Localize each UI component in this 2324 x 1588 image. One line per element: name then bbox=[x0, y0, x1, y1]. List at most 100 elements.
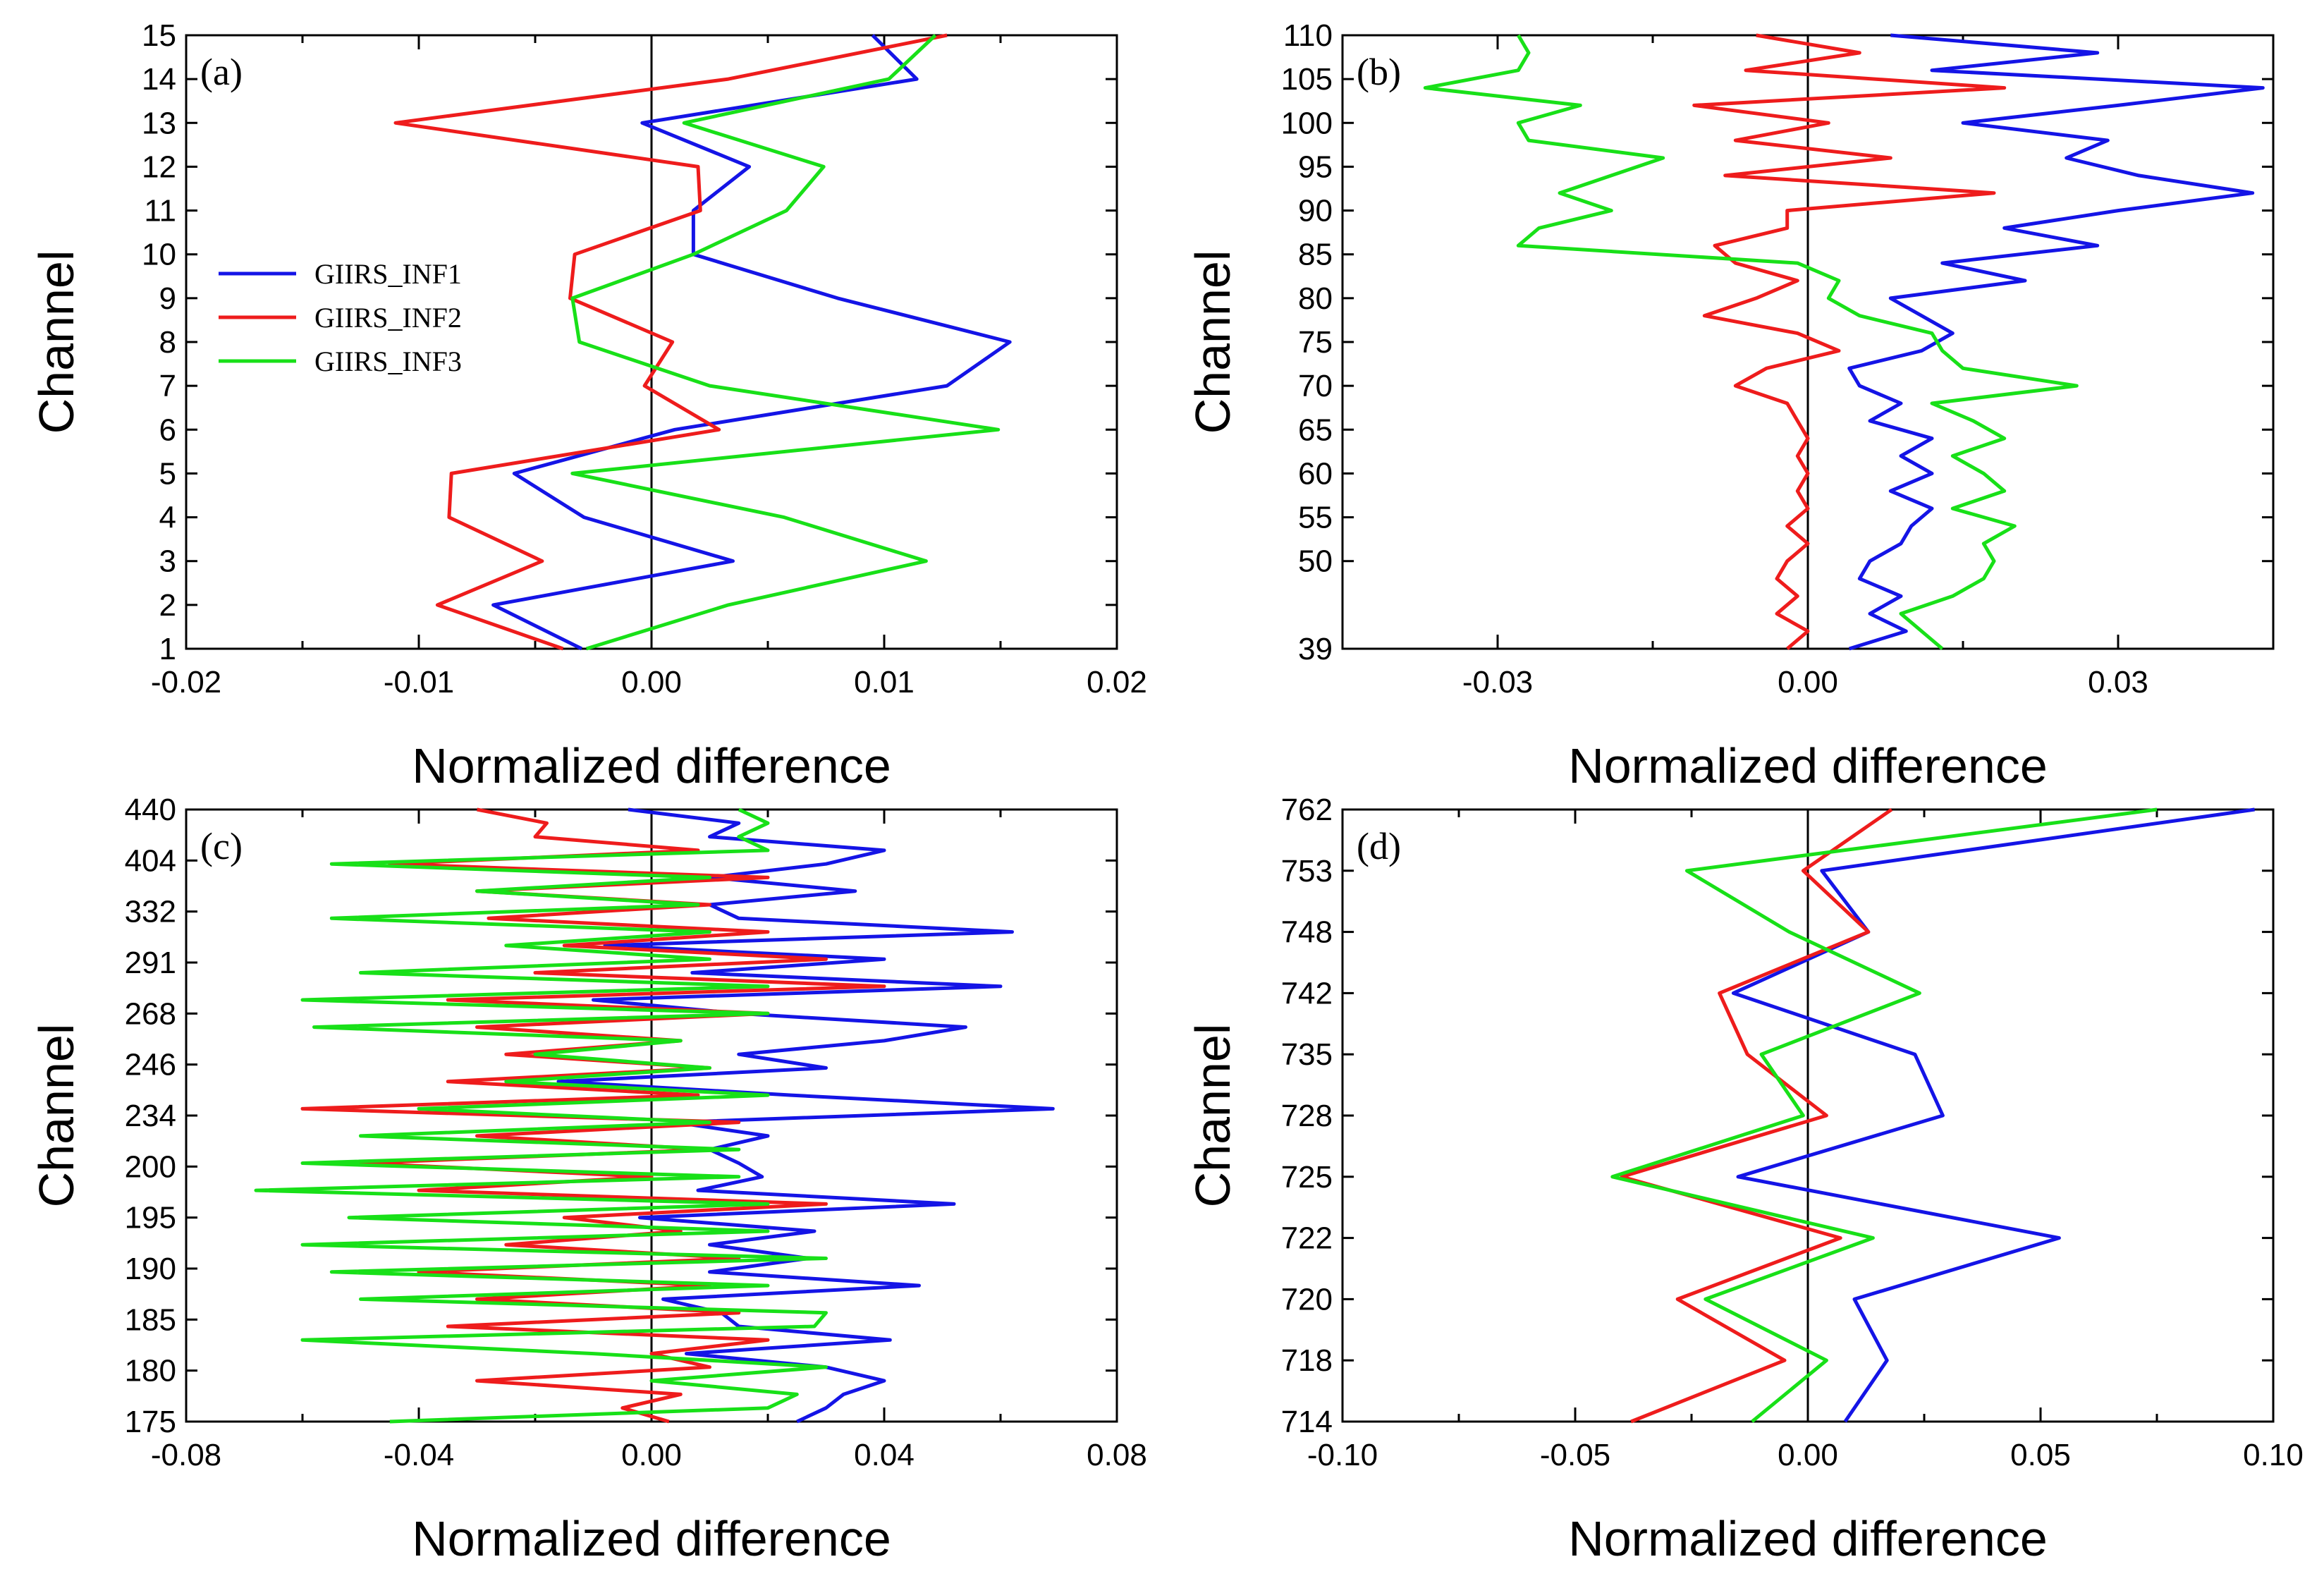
y-tick-label: 722 bbox=[1281, 1221, 1333, 1256]
y-tick-label: 404 bbox=[125, 843, 176, 878]
y-tick-label: 65 bbox=[1298, 413, 1333, 447]
y-tick-label: 175 bbox=[125, 1405, 176, 1439]
y-tick-label: 14 bbox=[142, 62, 176, 97]
x-tick-label: 0.01 bbox=[854, 665, 915, 700]
y-tick-label: 200 bbox=[125, 1149, 176, 1184]
series-line-giirs-inf2 bbox=[1692, 33, 2007, 650]
y-tick-label: 10 bbox=[142, 238, 176, 272]
y-axis-title: Channel bbox=[29, 1024, 84, 1208]
y-tick-label: 60 bbox=[1298, 456, 1333, 491]
x-tick-label: -0.08 bbox=[151, 1438, 221, 1472]
series-line-giirs-inf1 bbox=[1847, 33, 2265, 651]
y-tick-label: 100 bbox=[1281, 106, 1333, 140]
y-tick-label: 4 bbox=[159, 501, 176, 535]
series-line-giirs-inf1 bbox=[1731, 807, 2255, 1423]
y-tick-label: 246 bbox=[125, 1048, 176, 1082]
panel-d: 714 718 720 722 725 728 735 742 748 753 762 -0.10 -0… bbox=[1185, 793, 2304, 1566]
y-tick-label: 50 bbox=[1298, 544, 1333, 579]
y-tick-label: 8 bbox=[159, 325, 176, 360]
y-axis-title: Channel bbox=[1185, 250, 1240, 434]
x-axis-title: Normalized difference bbox=[1568, 738, 2048, 793]
x-tick-label: 0.00 bbox=[1778, 665, 1838, 700]
series-line-giirs-inf2 bbox=[1620, 807, 1893, 1424]
legend-label: GIIRS_INF2 bbox=[314, 302, 462, 334]
series-line-giirs-inf3 bbox=[570, 34, 1001, 651]
y-tick-label: 748 bbox=[1281, 915, 1333, 950]
y-tick-label: 291 bbox=[125, 946, 176, 980]
y-tick-label: 195 bbox=[125, 1201, 176, 1235]
x-axis-title: Normalized difference bbox=[412, 1511, 891, 1566]
series-line-giirs-inf3 bbox=[1610, 807, 2158, 1423]
y-tick-label: 742 bbox=[1281, 976, 1333, 1010]
panel-label: (d) bbox=[1357, 825, 1401, 867]
y-tick-label: 80 bbox=[1298, 281, 1333, 316]
legend-label: GIIRS_INF3 bbox=[314, 346, 462, 377]
y-tick-label: 332 bbox=[125, 895, 176, 929]
y-tick-label: 725 bbox=[1281, 1160, 1333, 1195]
x-tick-label: 0.00 bbox=[1778, 1438, 1838, 1472]
panel-b: 39 50 55 60 65 70 75 80 85 90 95 100 105 110 -0.03 0.00… bbox=[1185, 18, 2275, 793]
x-axis-title: Normalized difference bbox=[412, 738, 891, 793]
legend: GIIRS_INF1 GIIRS_INF2 GIIRS_INF3 bbox=[219, 258, 462, 377]
y-tick-label: 39 bbox=[1298, 632, 1333, 666]
x-tick-label: -0.10 bbox=[1307, 1438, 1378, 1472]
y-tick-label: 268 bbox=[125, 996, 176, 1031]
y-tick-label: 2 bbox=[159, 588, 176, 623]
y-axis-title: Channel bbox=[1185, 1024, 1240, 1208]
y-tick-label: 12 bbox=[142, 149, 176, 184]
y-tick-label: 75 bbox=[1298, 325, 1333, 360]
x-tick-label: 0.04 bbox=[854, 1438, 915, 1472]
x-tick-label: -0.02 bbox=[151, 665, 221, 700]
y-tick-label: 440 bbox=[125, 793, 176, 827]
y-tick-label: 5 bbox=[159, 456, 176, 491]
y-tick-label: 234 bbox=[125, 1099, 176, 1133]
y-tick-label: 13 bbox=[142, 106, 176, 140]
y-tick-label: 90 bbox=[1298, 194, 1333, 228]
y-tick-label: 15 bbox=[142, 18, 176, 53]
panel-label: (c) bbox=[200, 825, 243, 867]
y-tick-label: 728 bbox=[1281, 1099, 1333, 1133]
x-tick-label: 0.08 bbox=[1087, 1438, 1147, 1472]
x-tick-label: 0.00 bbox=[621, 1438, 682, 1472]
y-tick-label: 110 bbox=[1283, 18, 1333, 53]
series-line-giirs-inf2 bbox=[300, 807, 886, 1424]
y-tick-label: 7 bbox=[159, 369, 176, 403]
x-axis-title: Normalized difference bbox=[1568, 1511, 2048, 1566]
y-tick-label: 714 bbox=[1281, 1405, 1333, 1439]
y-tick-label: 85 bbox=[1298, 238, 1333, 272]
legend-label: GIIRS_INF1 bbox=[314, 258, 462, 290]
x-tick-label: 0.10 bbox=[2243, 1438, 2304, 1472]
y-tick-label: 185 bbox=[125, 1302, 176, 1337]
x-tick-label: 0.00 bbox=[621, 665, 682, 700]
series-line-giirs-inf3 bbox=[254, 807, 828, 1424]
y-axis-title: Channel bbox=[29, 250, 84, 434]
series-line-giirs-inf1 bbox=[491, 34, 1012, 651]
y-tick-label: 190 bbox=[125, 1252, 176, 1286]
y-tick-label: 720 bbox=[1281, 1282, 1333, 1317]
panel-label: (a) bbox=[200, 51, 243, 93]
y-tick-label: 11 bbox=[144, 194, 176, 228]
series-line-giirs-inf1 bbox=[556, 807, 1055, 1424]
y-tick-label: 753 bbox=[1281, 854, 1333, 888]
panel-label: (b) bbox=[1357, 51, 1401, 93]
x-tick-label: 0.02 bbox=[1087, 665, 1147, 700]
y-tick-label: 1 bbox=[159, 632, 176, 666]
x-tick-label: -0.05 bbox=[1540, 1438, 1610, 1472]
y-tick-label: 3 bbox=[159, 544, 176, 579]
x-tick-label: -0.04 bbox=[384, 1438, 454, 1472]
x-tick-label: 0.03 bbox=[2088, 665, 2148, 700]
y-tick-label: 718 bbox=[1281, 1343, 1333, 1378]
y-tick-label: 9 bbox=[159, 281, 176, 316]
y-tick-label: 180 bbox=[125, 1354, 176, 1388]
y-tick-label: 105 bbox=[1281, 62, 1333, 97]
x-tick-label: -0.01 bbox=[384, 665, 454, 700]
y-tick-label: 55 bbox=[1298, 501, 1333, 535]
y-tick-label: 95 bbox=[1298, 149, 1333, 184]
x-tick-label: 0.05 bbox=[2010, 1438, 2071, 1472]
panel-c: 175 180 185 190 195 200 234 246 268 291 332 404 440 -… bbox=[29, 793, 1147, 1566]
y-tick-label: 735 bbox=[1281, 1037, 1333, 1072]
series-line-giirs-inf3 bbox=[1423, 34, 2079, 650]
y-tick-label: 762 bbox=[1281, 793, 1333, 827]
series-line-giirs-inf2 bbox=[393, 33, 948, 651]
